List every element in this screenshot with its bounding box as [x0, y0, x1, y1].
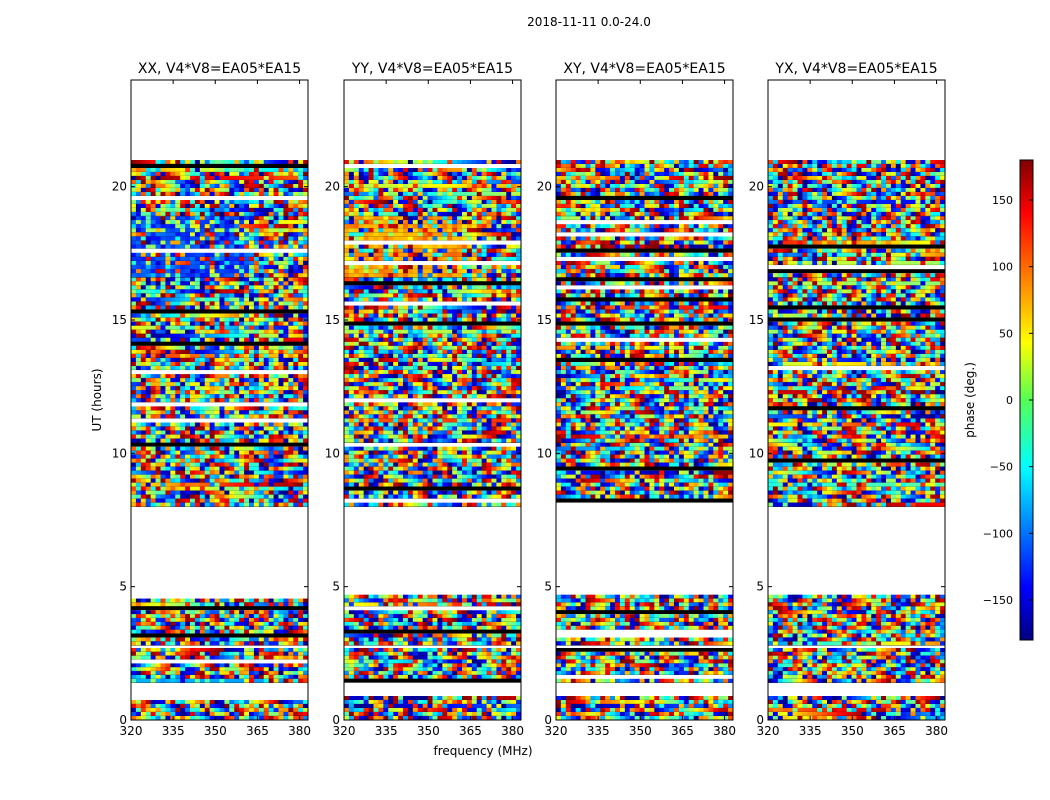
- x-tick-label: 380: [288, 724, 311, 738]
- panel-title: YX, V4*V8=EA05*EA15: [774, 61, 937, 77]
- x-tick-label: 365: [246, 724, 269, 738]
- y-tick-label: 5: [119, 580, 127, 594]
- panel-4: YX, V4*V8=EA05*EA15 320 335 350 365 380 0 5 10 15…: [749, 61, 948, 738]
- panel-title: YY, V4*V8=EA05*EA15: [351, 61, 513, 77]
- y-tick-label: 5: [332, 580, 340, 594]
- colorbar-tick-label: −100: [983, 527, 1013, 540]
- y-tick-label: 20: [325, 180, 340, 194]
- figure-title: 2018-11-11 0.0-24.0: [527, 15, 651, 29]
- colorbar-tick-label: 0: [1006, 394, 1013, 407]
- y-tick-label: 20: [537, 180, 552, 194]
- y-axis-label: UT (hours): [90, 368, 104, 431]
- y-tick-label: 15: [749, 313, 764, 327]
- y-tick-label: 10: [325, 446, 340, 460]
- x-axis-label: frequency (MHz): [433, 744, 532, 758]
- x-tick-label: 335: [375, 724, 398, 738]
- x-tick-label: 350: [841, 724, 864, 738]
- x-tick-label: 335: [587, 724, 610, 738]
- heatmap: [131, 160, 308, 720]
- y-tick-label: 0: [756, 713, 764, 727]
- y-tick-label: 0: [332, 713, 340, 727]
- y-tick-label: 20: [112, 180, 127, 194]
- x-tick-label: 335: [162, 724, 185, 738]
- y-tick-label: 5: [544, 580, 552, 594]
- panel-1: XX, V4*V8=EA05*EA15 320 335 350 365 380 0 5 10 15…: [112, 61, 311, 738]
- x-tick-label: 365: [459, 724, 482, 738]
- colorbar-tick-label: −150: [983, 594, 1013, 607]
- x-tick-label: 350: [204, 724, 227, 738]
- y-tick-label: 15: [325, 313, 340, 327]
- panel-title: XX, V4*V8=EA05*EA15: [138, 61, 301, 77]
- colorbar: 150 100 50 0 −50 −100 −150 phase (deg.): [963, 159, 1034, 641]
- panel-frame: [555, 79, 734, 721]
- x-tick-label: 350: [629, 724, 652, 738]
- panel-2: YY, V4*V8=EA05*EA15 320 335 350 365 380 0 5 10 15…: [325, 61, 524, 738]
- x-tick-label: 320: [757, 724, 780, 738]
- colorbar-ticks: 150 100 50 0 −50 −100 −150: [983, 194, 1033, 607]
- colorbar-tick-label: 100: [992, 261, 1013, 274]
- x-tick-label: 365: [671, 724, 694, 738]
- colorbar-label: phase (deg.): [963, 362, 977, 438]
- y-tick-label: 10: [537, 446, 552, 460]
- panels: XX, V4*V8=EA05*EA15 320 335 350 365 380 0 5 10 15…: [112, 61, 948, 738]
- x-tick-label: 335: [799, 724, 822, 738]
- panel-3: XY, V4*V8=EA05*EA15 320 335 350 365 380 0 5 10 15…: [537, 61, 736, 738]
- colorbar-tick-label: −50: [990, 461, 1013, 474]
- y-tick-label: 5: [756, 580, 764, 594]
- x-tick-label: 320: [120, 724, 143, 738]
- heatmap: [556, 160, 733, 720]
- x-tick-label: 320: [333, 724, 356, 738]
- heatmap: [768, 160, 945, 720]
- x-tick-label: 350: [417, 724, 440, 738]
- x-tick-label: 365: [883, 724, 906, 738]
- x-tick-label: 380: [925, 724, 948, 738]
- y-tick-label: 15: [112, 313, 127, 327]
- colorbar-tick-label: 50: [999, 327, 1013, 340]
- x-tick-label: 380: [713, 724, 736, 738]
- colorbar-tick-label: 150: [992, 194, 1013, 207]
- y-tick-label: 0: [544, 713, 552, 727]
- panel-frame: [343, 79, 522, 721]
- panel-frame: [767, 79, 946, 721]
- y-tick-label: 10: [112, 446, 127, 460]
- x-tick-label: 380: [501, 724, 524, 738]
- x-tick-label: 320: [545, 724, 568, 738]
- panel-frame: [130, 79, 309, 721]
- y-tick-label: 0: [119, 713, 127, 727]
- heatmap: [344, 160, 521, 720]
- y-tick-label: 20: [749, 180, 764, 194]
- y-tick-label: 15: [537, 313, 552, 327]
- y-tick-label: 10: [749, 446, 764, 460]
- panel-title: XY, V4*V8=EA05*EA15: [563, 61, 725, 77]
